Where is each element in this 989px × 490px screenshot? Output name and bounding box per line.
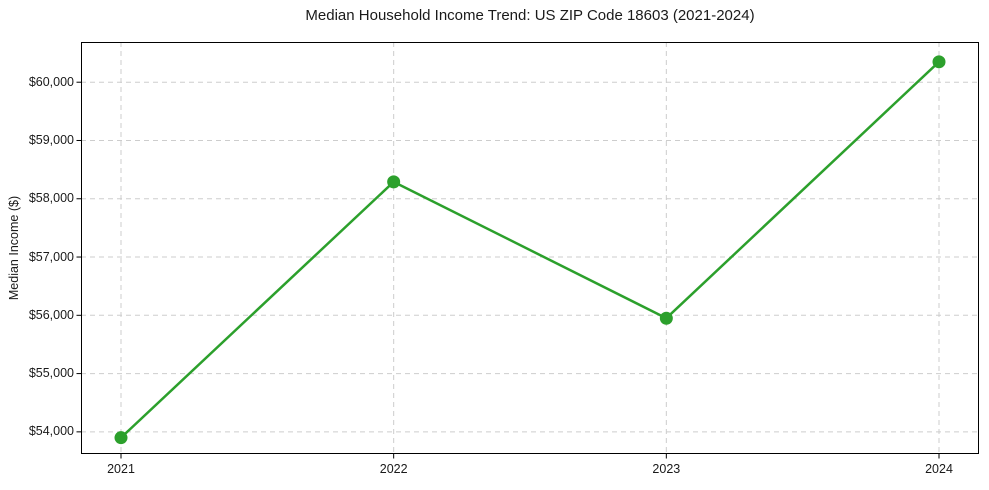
y-tick-label: $54,000 — [28, 424, 74, 439]
data-point-2023 — [659, 311, 673, 325]
y-tick-label: $60,000 — [28, 74, 74, 89]
y-tick-label: $57,000 — [28, 249, 74, 264]
data-point-2022 — [387, 175, 401, 189]
x-tick-label: 2023 — [652, 462, 681, 476]
x-tick-label: 2022 — [379, 462, 408, 476]
x-tick-label: 2024 — [925, 462, 953, 476]
data-point-2024 — [932, 55, 946, 69]
trend-line — [119, 60, 941, 439]
chart-title: Median Household Income Trend: US ZIP Co… — [305, 7, 755, 24]
y-tick-label: $56,000 — [28, 307, 74, 322]
x-tick-label: 2021 — [107, 462, 135, 476]
axes-border — [81, 42, 979, 454]
data-point-2021 — [114, 431, 128, 445]
y-tick-label: $55,000 — [28, 366, 74, 381]
y-tick-label: $58,000 — [28, 191, 74, 206]
y-tick-label: $59,000 — [28, 132, 74, 147]
